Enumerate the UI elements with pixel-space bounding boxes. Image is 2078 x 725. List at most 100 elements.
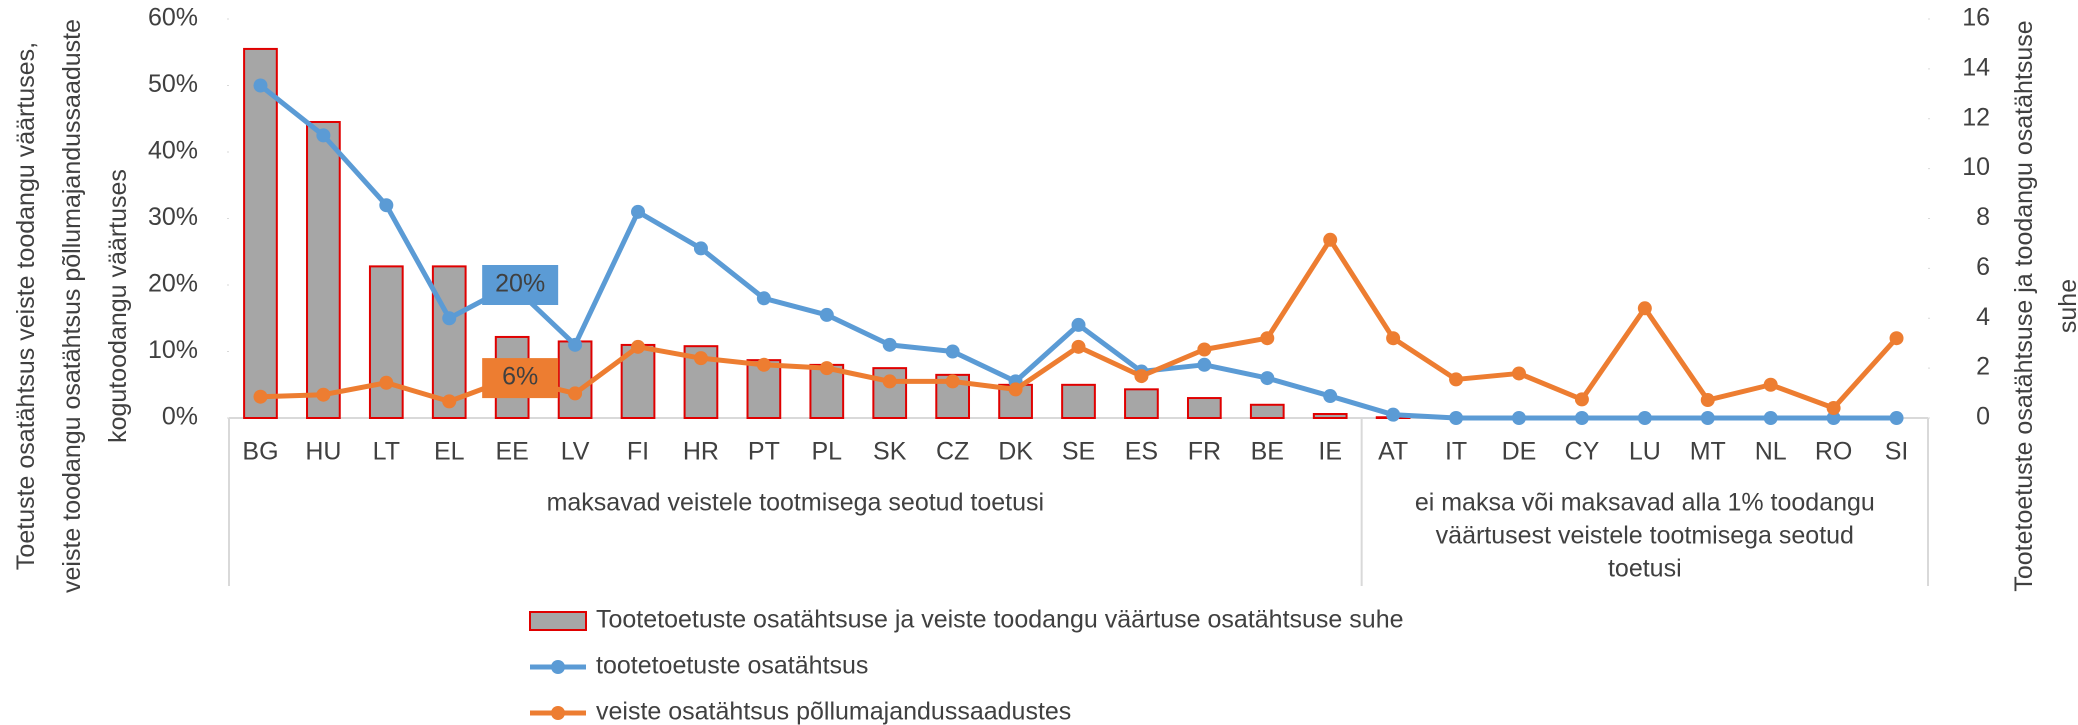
x-tick-label: EL — [434, 438, 465, 466]
marker — [1197, 342, 1212, 357]
marker — [442, 311, 457, 326]
marker — [1637, 301, 1652, 316]
x-tick-label: BE — [1251, 438, 1284, 466]
marker — [1134, 369, 1149, 384]
x-tick-label: DE — [1502, 438, 1537, 466]
marker — [1071, 317, 1086, 332]
marker — [1260, 371, 1275, 386]
x-tick-label: HU — [305, 438, 341, 466]
legend-marker — [551, 706, 565, 720]
legend-label: Tootetoetuste osatähtsuse ja veiste tood… — [596, 606, 1404, 634]
x-tick-label: AT — [1378, 438, 1408, 466]
data-label: 20% — [495, 270, 545, 298]
marker — [945, 344, 960, 359]
marker — [819, 361, 834, 376]
marker — [1826, 401, 1841, 416]
marker — [631, 204, 646, 219]
y2-tick-label: 16 — [1962, 4, 1990, 32]
marker — [379, 375, 394, 390]
x-tick-label: LV — [561, 438, 590, 466]
marker — [1197, 357, 1212, 372]
legend-swatch — [529, 611, 587, 631]
marker — [756, 291, 771, 306]
group-label: toetusi — [1608, 555, 1682, 583]
group-label: maksavad veistele tootmisega seotud toet… — [547, 489, 1045, 517]
y2-tick-label: 2 — [1976, 353, 1990, 381]
marker — [1323, 232, 1338, 247]
x-tick-label: PL — [811, 438, 842, 466]
x-tick-label: SE — [1062, 438, 1095, 466]
x-tick-label: BG — [242, 438, 278, 466]
marker — [1637, 411, 1652, 425]
y2-axis-label-line: Tootetoetuste osatähtsuse ja toodangu os… — [2010, 20, 2038, 591]
marker — [693, 351, 708, 366]
legend-marker — [551, 660, 565, 674]
bar — [368, 265, 404, 419]
x-tick-label: NL — [1755, 438, 1787, 466]
y-axis-label-line: veiste toodangu osatähtsus põllumajandus… — [58, 19, 86, 593]
y2-tick-label: 14 — [1962, 53, 1990, 81]
marker — [316, 128, 331, 143]
y-tick-label: 10% — [148, 336, 198, 364]
bar — [431, 265, 467, 419]
legend-label: tootetoetuste osatähtsus — [596, 652, 868, 680]
y-tick-label: 30% — [148, 203, 198, 231]
marker — [1323, 389, 1338, 404]
marker — [882, 337, 897, 352]
marker — [1574, 392, 1589, 407]
y2-tick-label: 6 — [1976, 253, 1990, 281]
marker — [1449, 372, 1464, 387]
marker — [1889, 331, 1904, 346]
marker — [1386, 407, 1401, 422]
data-label-box — [482, 358, 559, 399]
marker — [1511, 411, 1526, 425]
y2-tick-label: 12 — [1962, 103, 1990, 131]
bar — [557, 340, 593, 419]
marker — [945, 374, 960, 389]
bar — [1249, 403, 1285, 419]
group-label: väärtusest veistele tootmisega seotud — [1436, 522, 1854, 550]
data-label-box — [482, 265, 559, 305]
y2-tick-label: 10 — [1962, 153, 1990, 181]
bar — [1186, 397, 1222, 419]
marker — [1071, 339, 1086, 354]
marker — [1763, 377, 1778, 392]
marker — [1574, 411, 1589, 425]
y2-tick-label: 4 — [1976, 303, 1990, 331]
y-tick-label: 0% — [162, 403, 198, 431]
marker — [693, 241, 708, 256]
data-label: 6% — [502, 363, 538, 391]
marker — [568, 386, 583, 401]
x-tick-label: IE — [1318, 438, 1342, 466]
x-tick-label: LU — [1629, 438, 1661, 466]
x-tick-label: ES — [1125, 438, 1158, 466]
y-tick-label: 50% — [148, 70, 198, 98]
marker — [379, 198, 394, 213]
x-tick-label: IT — [1445, 438, 1467, 466]
bar — [1061, 383, 1096, 420]
y-axis-label-line: kogutoodangu väärtuses — [104, 169, 132, 443]
y2-axis-label-line: suhe — [2054, 279, 2078, 333]
marker — [1449, 411, 1464, 425]
marker — [1008, 382, 1023, 397]
y-axis-label: Toetuste osatähtsus veiste toodangu väär… — [12, 19, 132, 593]
y-tick-label: 60% — [148, 4, 198, 32]
bar — [746, 359, 782, 419]
bar — [306, 120, 341, 419]
x-tick-label: SK — [873, 438, 907, 466]
bar — [1312, 413, 1348, 420]
marker — [316, 387, 331, 402]
x-tick-label: DK — [998, 438, 1033, 466]
x-tick-label: RO — [1815, 438, 1853, 466]
x-tick-label: FI — [627, 438, 649, 466]
marker — [882, 374, 897, 389]
y-tick-label: 20% — [148, 270, 198, 298]
marker — [1386, 331, 1401, 346]
legend-label: veiste osatähtsus põllumajandussaadustes — [596, 698, 1071, 725]
marker — [1260, 331, 1275, 346]
x-tick-label: PT — [748, 438, 780, 466]
bar — [243, 47, 278, 420]
y2-tick-label: 0 — [1976, 403, 1990, 431]
x-tick-label: SI — [1885, 438, 1909, 466]
bar — [1124, 388, 1159, 419]
